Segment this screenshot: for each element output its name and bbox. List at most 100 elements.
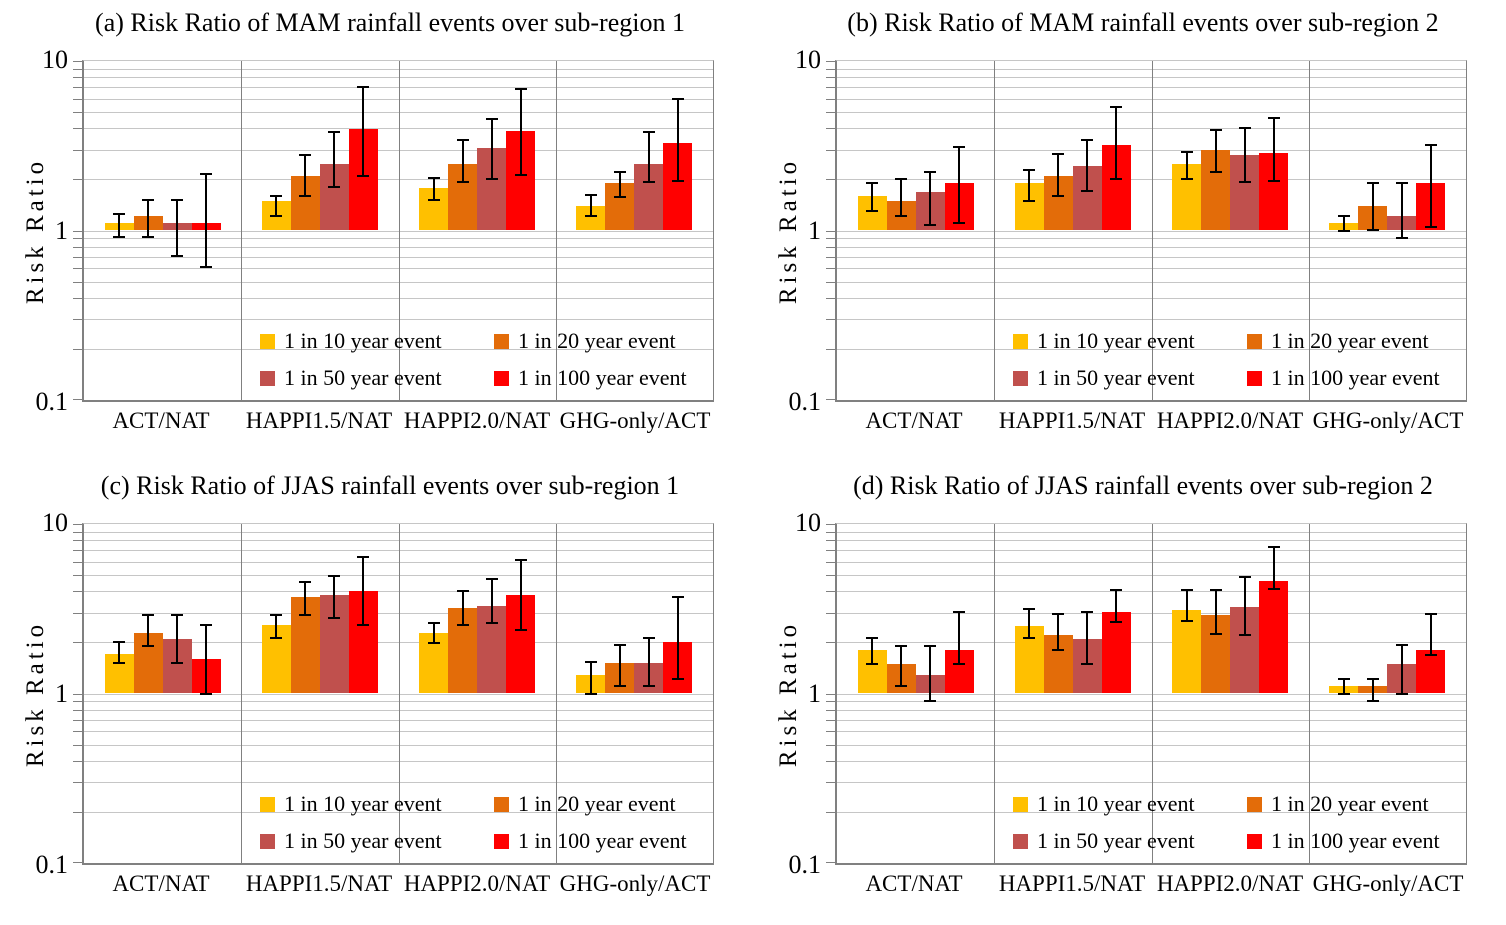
- error-bar-cap-bottom: [200, 692, 213, 695]
- y-axis-tick: [826, 281, 835, 283]
- panel-a-mam-subregion-1: (a) Risk Ratio of MAM rainfall events ov…: [0, 0, 753, 462]
- error-bar-cap-top: [270, 613, 283, 616]
- legend-entry: 1 in 20 year event: [1247, 328, 1429, 354]
- error-bar: [871, 638, 874, 664]
- legend-swatch: [1247, 833, 1262, 849]
- error-bar-cap-top: [1110, 106, 1123, 109]
- error-bar-cap-bottom: [485, 621, 498, 624]
- error-bar: [1214, 590, 1217, 635]
- error-bar: [1243, 576, 1246, 636]
- error-bar-cap-top: [514, 559, 527, 562]
- error-bar-cap-top: [642, 637, 655, 640]
- y-axis-tick: [73, 719, 82, 721]
- error-bar-cap-bottom: [1337, 692, 1350, 695]
- error-bar: [1429, 144, 1432, 227]
- y-tick-label-1: 1: [808, 679, 821, 708]
- error-bar-cap-top: [142, 199, 155, 202]
- y-axis-tick: [73, 112, 82, 114]
- error-bar-cap-bottom: [456, 181, 469, 184]
- error-bar: [929, 645, 932, 702]
- error-bar: [275, 195, 278, 217]
- legend-label: 1 in 50 year event: [284, 365, 442, 390]
- error-bar-cap-bottom: [1395, 692, 1408, 695]
- error-bar: [432, 622, 435, 644]
- x-label-happi15-nat: HAPPI1.5/NAT: [998, 871, 1146, 896]
- y-axis-tick: [826, 701, 835, 703]
- legend-label: 1 in 100 year event: [1271, 365, 1440, 390]
- error-bar-cap-top: [270, 194, 283, 197]
- error-bar-cap-bottom: [584, 692, 597, 695]
- error-bar-cap-top: [456, 590, 469, 593]
- y-axis-tick: [73, 87, 82, 89]
- y-axis-tick: [826, 268, 835, 270]
- error-bar: [1371, 678, 1374, 702]
- y-axis-tick: [826, 77, 835, 79]
- error-bar: [1400, 183, 1403, 239]
- error-bar: [333, 576, 336, 618]
- y-axis-tick: [826, 319, 835, 321]
- y-axis-tick: [73, 561, 82, 563]
- x-label-happi15-nat: HAPPI1.5/NAT: [245, 408, 393, 433]
- error-bar-cap-top: [1081, 611, 1094, 614]
- error-bar: [1429, 614, 1432, 655]
- error-bar-cap-bottom: [270, 637, 283, 640]
- error-bar-cap-top: [1209, 128, 1222, 131]
- error-bar: [647, 132, 650, 183]
- y-axis-tick: [73, 575, 82, 577]
- panel-title: (d) Risk Ratio of JJAS rainfall events o…: [853, 471, 1433, 500]
- error-bar: [519, 560, 522, 631]
- error-bar-cap-top: [1209, 589, 1222, 592]
- error-bar-cap-bottom: [1238, 181, 1251, 184]
- error-bar-cap-bottom: [514, 629, 527, 632]
- error-bar: [589, 662, 592, 694]
- error-bar-cap-top: [328, 131, 341, 134]
- panel-d-jjas-subregion-2: (d) Risk Ratio of JJAS rainfall events o…: [753, 463, 1506, 925]
- error-bar-cap-bottom: [1110, 621, 1123, 624]
- error-bar-cap-bottom: [427, 642, 440, 645]
- y-axis-tick: [826, 709, 835, 711]
- y-axis-tick: [826, 112, 835, 114]
- plot-area: 1 in 10 year event 1 in 20 year event 1 in…: [826, 60, 1467, 402]
- legend-entry: 1 in 20 year event: [494, 328, 676, 354]
- error-bar-cap-top: [1366, 182, 1379, 185]
- legend-label: 1 in 20 year event: [1271, 328, 1429, 353]
- y-axis-tick: [73, 98, 82, 100]
- error-bar-cap-top: [328, 575, 341, 578]
- error-bar: [304, 582, 307, 615]
- error-bar: [900, 179, 903, 217]
- category-divider: [1151, 524, 1153, 863]
- error-bar-cap-top: [1110, 589, 1123, 592]
- y-axis-tick: [826, 230, 835, 232]
- plot-area: 1 in 10 year event 1 in 20 year event 1 in…: [73, 60, 714, 402]
- category-divider: [241, 61, 243, 400]
- error-bar-cap-top: [671, 595, 684, 598]
- y-axis-tick: [826, 238, 835, 240]
- x-label-happi20-nat: HAPPI2.0/NAT: [403, 871, 551, 896]
- x-axis-labels: ACT/NAT HAPPI1.5/NAT HAPPI2.0/NAT GHG-on…: [82, 408, 714, 434]
- error-bar-cap-bottom: [113, 235, 126, 238]
- error-bar-cap-top: [456, 138, 469, 141]
- error-bar: [147, 200, 150, 237]
- error-bar-cap-bottom: [1366, 228, 1379, 231]
- x-label-happi15-nat: HAPPI1.5/NAT: [998, 408, 1146, 433]
- error-bar-cap-top: [1180, 150, 1193, 153]
- y-tick-label-1: 1: [55, 679, 68, 708]
- y-axis-tick: [73, 348, 82, 350]
- category-divider: [555, 61, 557, 400]
- error-bar: [461, 591, 464, 625]
- error-bar-cap-top: [1395, 644, 1408, 647]
- y-axis-tick: [73, 68, 82, 70]
- legend-swatch: [260, 333, 275, 349]
- error-bar-cap-bottom: [328, 186, 341, 189]
- error-bar: [871, 183, 874, 211]
- y-axis-tick: [73, 256, 82, 258]
- bar: [1101, 612, 1131, 694]
- error-bar-cap-bottom: [1267, 587, 1280, 590]
- error-bar: [490, 579, 493, 623]
- error-bar: [618, 645, 621, 687]
- error-bar: [1371, 183, 1374, 230]
- panel-title: (a) Risk Ratio of MAM rainfall events ov…: [95, 8, 685, 37]
- y-tick-label-0.1: 0.1: [788, 387, 822, 416]
- error-bar: [1400, 645, 1403, 694]
- y-axis-tick: [73, 612, 82, 614]
